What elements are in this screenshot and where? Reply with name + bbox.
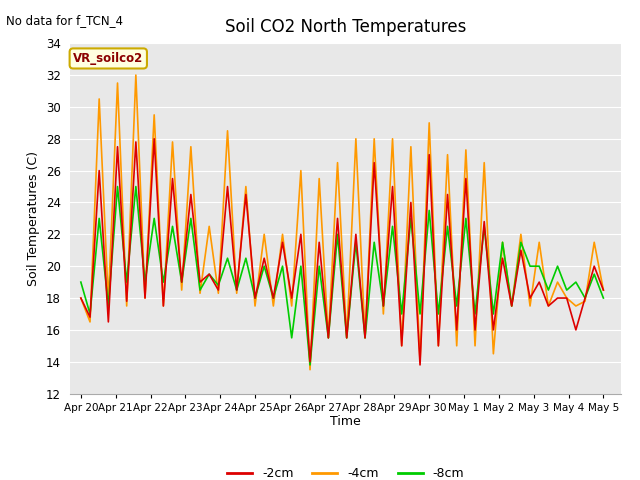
-8cm <box>306 362 314 368</box>
-8cm <box>581 295 589 301</box>
-4cm <box>205 224 213 229</box>
-4cm <box>581 299 589 304</box>
-2cm <box>444 192 451 197</box>
Text: VR_soilco2: VR_soilco2 <box>73 52 143 65</box>
-4cm <box>77 295 84 301</box>
-2cm <box>77 295 84 301</box>
-8cm <box>600 295 607 301</box>
-8cm <box>205 271 213 277</box>
Line: -2cm: -2cm <box>81 139 604 365</box>
Y-axis label: Soil Temperatures (C): Soil Temperatures (C) <box>27 151 40 286</box>
-8cm <box>77 279 84 285</box>
X-axis label: Time: Time <box>330 415 361 429</box>
-4cm <box>536 240 543 245</box>
-4cm <box>132 72 140 78</box>
Legend: -2cm, -4cm, -8cm: -2cm, -4cm, -8cm <box>222 462 469 480</box>
-2cm <box>150 136 158 142</box>
-8cm <box>114 184 122 190</box>
Line: -4cm: -4cm <box>81 75 604 370</box>
Text: No data for f_TCN_4: No data for f_TCN_4 <box>6 14 124 27</box>
-8cm <box>214 282 222 288</box>
-2cm <box>600 287 607 293</box>
-8cm <box>536 264 543 269</box>
-8cm <box>481 224 488 229</box>
Line: -8cm: -8cm <box>81 187 604 365</box>
-2cm <box>214 287 222 293</box>
-2cm <box>581 295 589 301</box>
-2cm <box>205 271 213 277</box>
-2cm <box>536 279 543 285</box>
-8cm <box>444 224 451 229</box>
-4cm <box>306 367 314 372</box>
-4cm <box>214 290 222 296</box>
-2cm <box>481 219 488 225</box>
-4cm <box>600 287 607 293</box>
-2cm <box>416 362 424 368</box>
-4cm <box>481 160 488 166</box>
Title: Soil CO2 North Temperatures: Soil CO2 North Temperatures <box>225 18 467 36</box>
-4cm <box>444 152 451 157</box>
